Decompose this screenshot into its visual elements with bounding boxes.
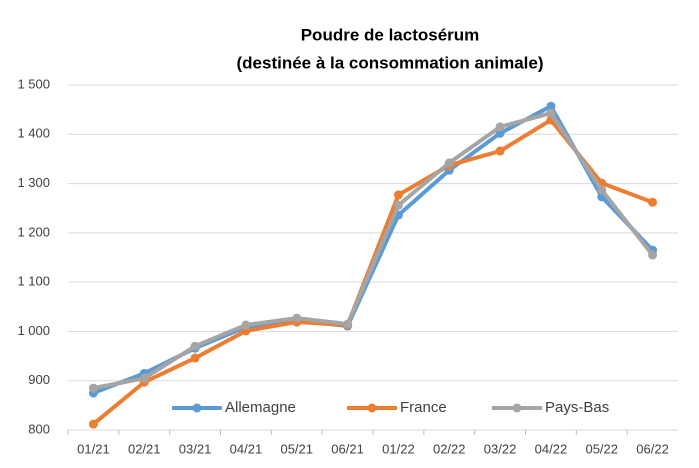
x-tick-label: 03/22: [484, 441, 517, 456]
x-tick-label: 02/22: [433, 441, 466, 456]
y-tick-label: 1 500: [17, 76, 50, 91]
point: [393, 190, 403, 200]
legend-label: Allemagne: [225, 399, 296, 416]
x-tick-label: 03/21: [179, 441, 212, 456]
y-tick-label: 1 100: [17, 274, 50, 289]
point: [546, 101, 556, 111]
point: [190, 341, 200, 351]
point: [546, 108, 556, 118]
point: [343, 319, 353, 329]
point: [444, 158, 454, 168]
y-tick-label: 800: [28, 421, 50, 436]
legend-label: Pays-Bas: [545, 399, 609, 416]
series-line: [92, 104, 655, 395]
series-line: [93, 111, 655, 391]
x-tick-label: 06/21: [331, 441, 364, 456]
point: [139, 373, 149, 383]
x-tick-label: 01/21: [77, 441, 110, 456]
point: [393, 200, 403, 210]
x-tick-label: 05/22: [585, 441, 618, 456]
point: [597, 185, 607, 195]
x-tick-label: 05/21: [280, 441, 313, 456]
point: [190, 353, 200, 363]
point: [648, 197, 658, 207]
y-tick-label: 1 300: [17, 175, 50, 190]
chart-subtitle: (destinée à la consommation animale): [236, 53, 543, 72]
x-tick-label: 02/21: [128, 441, 161, 456]
point: [292, 313, 302, 323]
point: [88, 383, 98, 393]
point: [495, 128, 505, 138]
point: [648, 250, 658, 260]
y-tick-label: 900: [28, 372, 50, 387]
point: [88, 419, 98, 429]
point: [495, 122, 505, 132]
legend-marker: [192, 403, 202, 413]
point: [495, 146, 505, 156]
legend-marker: [512, 403, 522, 413]
x-tick-label: 06/22: [636, 441, 669, 456]
point: [241, 320, 251, 330]
x-tick-label: 04/22: [535, 441, 568, 456]
y-tick-label: 1 000: [17, 323, 50, 338]
x-tick-label: 01/22: [382, 441, 415, 456]
chart-title: Poudre de lactosérum: [301, 25, 480, 44]
legend-marker: [367, 403, 377, 413]
y-tick-label: 1 400: [17, 126, 50, 141]
legend-label: France: [400, 399, 447, 416]
y-tick-label: 1 200: [17, 224, 50, 239]
x-tick-label: 04/21: [230, 441, 263, 456]
